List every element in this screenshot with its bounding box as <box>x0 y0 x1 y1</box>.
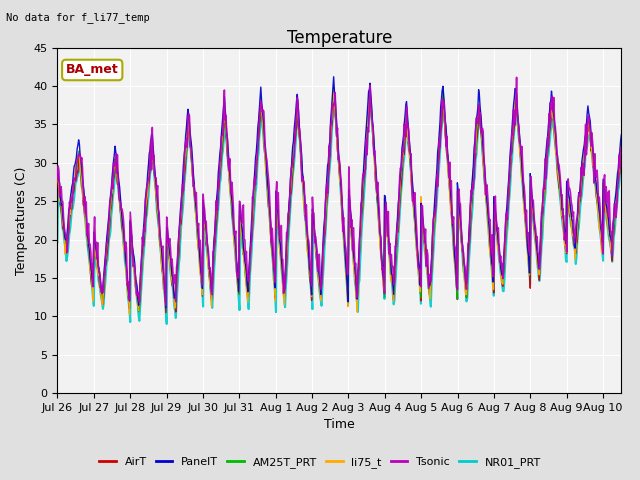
Y-axis label: Temperatures (C): Temperatures (C) <box>15 166 28 275</box>
Legend: AirT, PanelT, AM25T_PRT, li75_t, Tsonic, NR01_PRT: AirT, PanelT, AM25T_PRT, li75_t, Tsonic,… <box>95 452 545 472</box>
Title: Temperature: Temperature <box>287 29 392 48</box>
X-axis label: Time: Time <box>324 419 355 432</box>
Text: BA_met: BA_met <box>66 63 118 76</box>
Text: No data for f_li77_temp: No data for f_li77_temp <box>6 12 150 23</box>
